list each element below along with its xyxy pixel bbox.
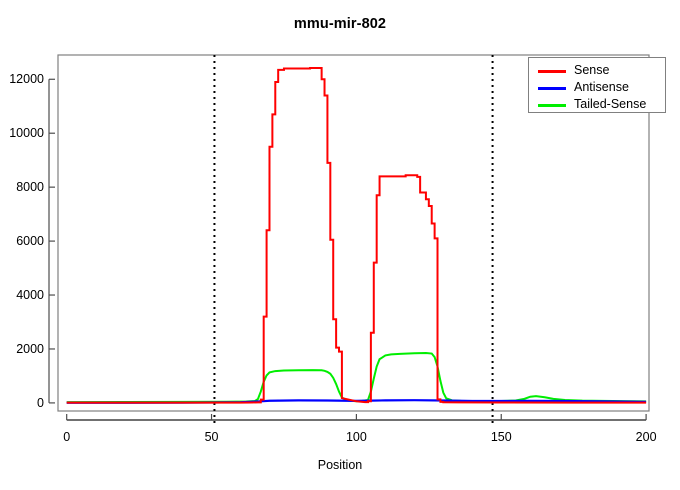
series-group [66,66,647,404]
y-tick-label: 6000 [16,234,44,249]
y-tick-label: 10000 [9,126,44,141]
plot-border [57,54,650,412]
legend-item: Sense [529,62,667,80]
legend-item: Antisense [529,79,667,97]
x-tick-label: 0 [63,430,71,444]
series-line-tailed-sense [66,352,647,404]
legend-color-swatch [538,104,566,107]
legend-item: Tailed-Sense [529,96,667,114]
y-tick-label: 4000 [16,288,44,303]
legend-label: Sense [574,63,610,77]
x-axis-label: Position [317,458,363,472]
legend-color-swatch [538,87,566,90]
x-tick-label: 50 [204,430,219,444]
chart-legend: Sense Antisense Tailed-Sense [528,57,666,113]
legend-label: Antisense [574,80,629,94]
y-tick-label: 0 [37,395,44,410]
y-tick-label: 2000 [16,341,44,356]
y-tick-label: 8000 [16,180,44,195]
series-line-sense [66,66,647,404]
x-tick-label: 150 [490,430,512,444]
legend-label: Tailed-Sense [574,97,647,111]
chart-title: mmu-mir-802 [293,16,387,32]
legend-color-swatch [538,70,566,73]
y-tick-label: 12000 [9,72,44,87]
x-tick-label: 200 [635,430,657,444]
x-tick-label: 100 [345,430,367,444]
